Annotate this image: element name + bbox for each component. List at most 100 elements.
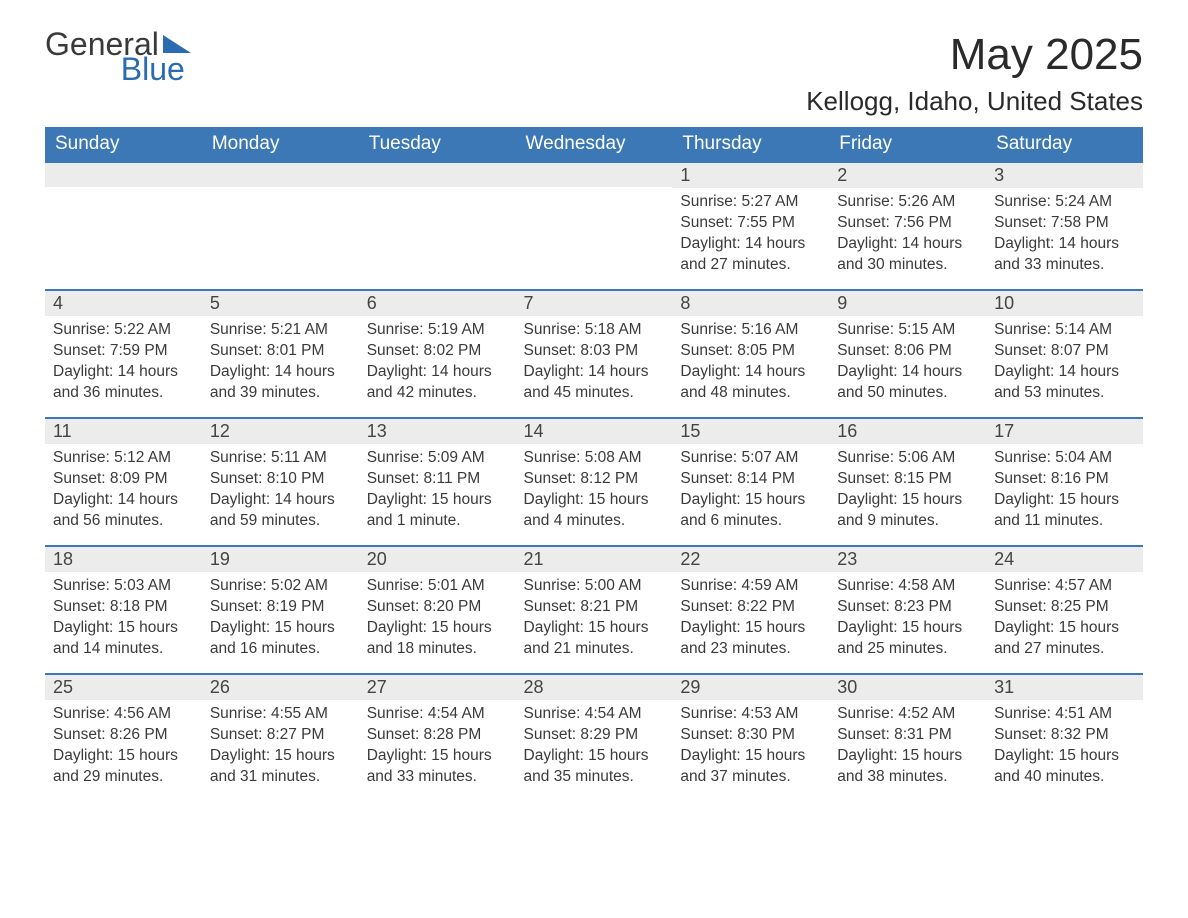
daylight-text: Daylight: 14 hours and 36 minutes. [53,362,194,404]
calendar-day-cell: 25Sunrise: 4:56 AMSunset: 8:26 PMDayligh… [45,673,202,801]
sunset-text: Sunset: 7:59 PM [53,341,194,362]
daylight-text: Daylight: 14 hours and 50 minutes. [837,362,978,404]
sunrise-text: Sunrise: 5:06 AM [837,448,978,469]
calendar-day-cell: 12Sunrise: 5:11 AMSunset: 8:10 PMDayligh… [202,417,359,545]
calendar-day-cell: 23Sunrise: 4:58 AMSunset: 8:23 PMDayligh… [829,545,986,673]
day-number: 23 [829,545,986,572]
daylight-text: Daylight: 14 hours and 59 minutes. [210,490,351,532]
day-number-bar [202,161,359,187]
weekday-header-row: Sunday Monday Tuesday Wednesday Thursday… [45,127,1143,161]
sunrise-text: Sunrise: 5:01 AM [367,576,508,597]
calendar-week-row: 18Sunrise: 5:03 AMSunset: 8:18 PMDayligh… [45,545,1143,673]
sunrise-text: Sunrise: 4:59 AM [680,576,821,597]
calendar-day-cell: 18Sunrise: 5:03 AMSunset: 8:18 PMDayligh… [45,545,202,673]
day-body: Sunrise: 5:04 AMSunset: 8:16 PMDaylight:… [986,444,1143,540]
sunrise-text: Sunrise: 5:02 AM [210,576,351,597]
calendar-day-cell: 2Sunrise: 5:26 AMSunset: 7:56 PMDaylight… [829,161,986,289]
calendar-day-cell: 22Sunrise: 4:59 AMSunset: 8:22 PMDayligh… [672,545,829,673]
sunrise-text: Sunrise: 5:16 AM [680,320,821,341]
day-body: Sunrise: 5:19 AMSunset: 8:02 PMDaylight:… [359,316,516,412]
sunset-text: Sunset: 8:12 PM [524,469,665,490]
day-body: Sunrise: 5:22 AMSunset: 7:59 PMDaylight:… [45,316,202,412]
day-body: Sunrise: 4:58 AMSunset: 8:23 PMDaylight:… [829,572,986,668]
day-number-bar [45,161,202,187]
sunset-text: Sunset: 8:11 PM [367,469,508,490]
calendar-week-row: 1Sunrise: 5:27 AMSunset: 7:55 PMDaylight… [45,161,1143,289]
day-number: 24 [986,545,1143,572]
calendar-day-cell: 27Sunrise: 4:54 AMSunset: 8:28 PMDayligh… [359,673,516,801]
day-number: 13 [359,417,516,444]
sunrise-text: Sunrise: 5:00 AM [524,576,665,597]
sunset-text: Sunset: 8:06 PM [837,341,978,362]
calendar-day-cell: 8Sunrise: 5:16 AMSunset: 8:05 PMDaylight… [672,289,829,417]
day-body: Sunrise: 5:27 AMSunset: 7:55 PMDaylight:… [672,188,829,284]
day-body: Sunrise: 4:59 AMSunset: 8:22 PMDaylight:… [672,572,829,668]
calendar-day-cell: 28Sunrise: 4:54 AMSunset: 8:29 PMDayligh… [516,673,673,801]
day-body: Sunrise: 5:08 AMSunset: 8:12 PMDaylight:… [516,444,673,540]
weekday-header: Friday [829,127,986,161]
day-body: Sunrise: 5:03 AMSunset: 8:18 PMDaylight:… [45,572,202,668]
daylight-text: Daylight: 15 hours and 40 minutes. [994,746,1135,788]
day-body: Sunrise: 5:15 AMSunset: 8:06 PMDaylight:… [829,316,986,412]
day-number: 4 [45,289,202,316]
day-number: 3 [986,161,1143,188]
day-number: 19 [202,545,359,572]
calendar-day-cell: 29Sunrise: 4:53 AMSunset: 8:30 PMDayligh… [672,673,829,801]
calendar-day-cell: 16Sunrise: 5:06 AMSunset: 8:15 PMDayligh… [829,417,986,545]
sunset-text: Sunset: 8:05 PM [680,341,821,362]
calendar-day-cell: 14Sunrise: 5:08 AMSunset: 8:12 PMDayligh… [516,417,673,545]
day-number: 9 [829,289,986,316]
day-number: 7 [516,289,673,316]
calendar-day-cell: 9Sunrise: 5:15 AMSunset: 8:06 PMDaylight… [829,289,986,417]
sunset-text: Sunset: 8:02 PM [367,341,508,362]
daylight-text: Daylight: 15 hours and 37 minutes. [680,746,821,788]
daylight-text: Daylight: 15 hours and 18 minutes. [367,618,508,660]
day-number: 8 [672,289,829,316]
day-number: 26 [202,673,359,700]
calendar-day-cell: 26Sunrise: 4:55 AMSunset: 8:27 PMDayligh… [202,673,359,801]
calendar-day-cell: 20Sunrise: 5:01 AMSunset: 8:20 PMDayligh… [359,545,516,673]
sunset-text: Sunset: 8:32 PM [994,725,1135,746]
daylight-text: Daylight: 15 hours and 6 minutes. [680,490,821,532]
sunrise-text: Sunrise: 5:09 AM [367,448,508,469]
calendar-day-cell [359,161,516,289]
day-number: 2 [829,161,986,188]
sunrise-text: Sunrise: 5:19 AM [367,320,508,341]
calendar-day-cell: 1Sunrise: 5:27 AMSunset: 7:55 PMDaylight… [672,161,829,289]
day-number: 10 [986,289,1143,316]
daylight-text: Daylight: 14 hours and 56 minutes. [53,490,194,532]
day-body: Sunrise: 5:26 AMSunset: 7:56 PMDaylight:… [829,188,986,284]
sunset-text: Sunset: 8:25 PM [994,597,1135,618]
day-body [359,187,516,237]
day-number: 28 [516,673,673,700]
sunrise-text: Sunrise: 5:11 AM [210,448,351,469]
title-block: May 2025 Kellogg, Idaho, United States [806,30,1143,117]
day-number: 12 [202,417,359,444]
daylight-text: Daylight: 15 hours and 11 minutes. [994,490,1135,532]
day-body: Sunrise: 4:56 AMSunset: 8:26 PMDaylight:… [45,700,202,796]
sunrise-text: Sunrise: 4:54 AM [367,704,508,725]
calendar-day-cell [516,161,673,289]
daylight-text: Daylight: 14 hours and 42 minutes. [367,362,508,404]
sunset-text: Sunset: 7:56 PM [837,213,978,234]
sunrise-text: Sunrise: 5:18 AM [524,320,665,341]
sunset-text: Sunset: 7:55 PM [680,213,821,234]
calendar-day-cell [202,161,359,289]
daylight-text: Daylight: 14 hours and 30 minutes. [837,234,978,276]
sunrise-text: Sunrise: 5:24 AM [994,192,1135,213]
location-text: Kellogg, Idaho, United States [806,86,1143,117]
sunset-text: Sunset: 8:18 PM [53,597,194,618]
month-title: May 2025 [806,30,1143,80]
calendar-day-cell: 7Sunrise: 5:18 AMSunset: 8:03 PMDaylight… [516,289,673,417]
sunrise-text: Sunrise: 4:54 AM [524,704,665,725]
daylight-text: Daylight: 14 hours and 45 minutes. [524,362,665,404]
calendar-day-cell: 30Sunrise: 4:52 AMSunset: 8:31 PMDayligh… [829,673,986,801]
calendar-table: Sunday Monday Tuesday Wednesday Thursday… [45,127,1143,801]
calendar-day-cell: 6Sunrise: 5:19 AMSunset: 8:02 PMDaylight… [359,289,516,417]
daylight-text: Daylight: 15 hours and 33 minutes. [367,746,508,788]
day-number: 27 [359,673,516,700]
weekday-header: Tuesday [359,127,516,161]
calendar-day-cell: 13Sunrise: 5:09 AMSunset: 8:11 PMDayligh… [359,417,516,545]
sunrise-text: Sunrise: 5:21 AM [210,320,351,341]
sunrise-text: Sunrise: 4:51 AM [994,704,1135,725]
